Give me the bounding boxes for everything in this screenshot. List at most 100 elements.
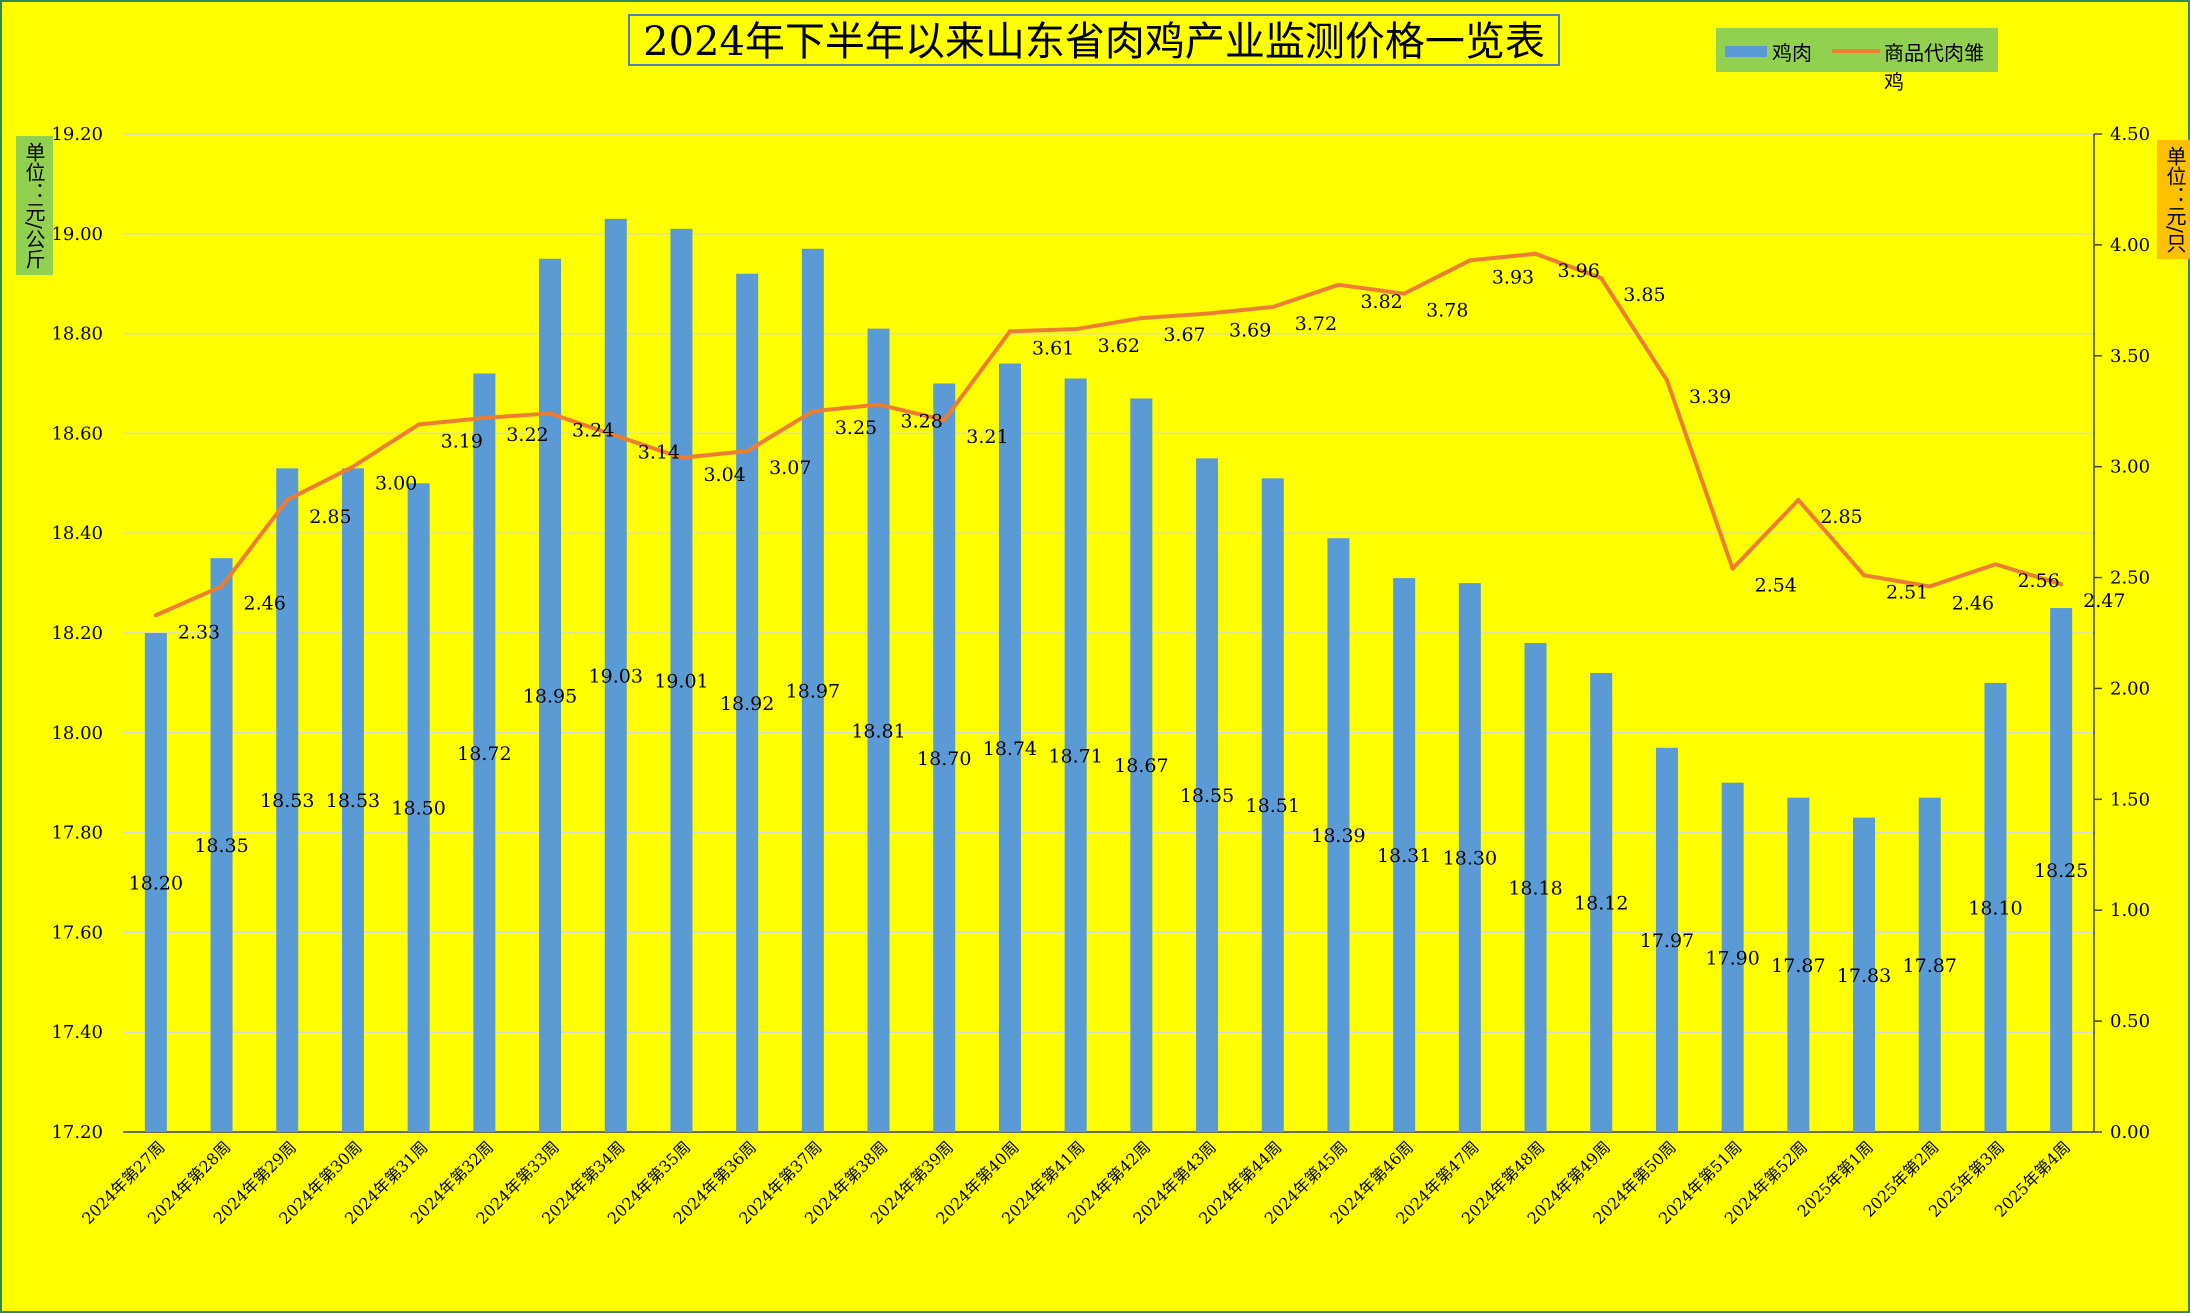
bar-data-label: 17.83 <box>1837 965 1891 987</box>
bar-data-label: 17.87 <box>1771 955 1825 977</box>
bar <box>1787 797 1810 1132</box>
bar-data-label: 18.97 <box>786 680 840 702</box>
bar-data-label: 18.81 <box>851 720 905 742</box>
line-data-label: 2.56 <box>2017 570 2059 592</box>
line-series <box>155 251 2062 618</box>
line-point <box>416 422 421 427</box>
line-data-label: 2.46 <box>244 592 286 614</box>
right-axis-unit: 单位：元/只 <box>2157 140 2190 259</box>
left-axis-tick: 19.00 <box>51 224 103 245</box>
line-point <box>219 584 224 589</box>
bar <box>473 373 496 1132</box>
bar-data-label: 18.74 <box>983 738 1037 760</box>
bar-data-label: 18.70 <box>917 748 971 770</box>
line-data-label: 3.61 <box>1032 337 1074 359</box>
line-point <box>1599 276 1604 281</box>
line-data-label: 3.82 <box>1360 291 1402 313</box>
bar-data-label: 18.10 <box>1968 897 2022 919</box>
line-data-label: 3.14 <box>638 442 680 464</box>
line-data-label: 2.54 <box>1755 575 1797 597</box>
bar-data-label: 18.67 <box>1114 755 1168 777</box>
right-axis-tick: 2.00 <box>2110 678 2150 699</box>
left-axis-tick: 17.40 <box>51 1022 103 1043</box>
bar-data-label: 18.30 <box>1443 848 1497 870</box>
bar <box>144 633 167 1132</box>
bar <box>1524 642 1547 1132</box>
line-point <box>153 613 158 618</box>
bar-data-label: 18.53 <box>326 790 380 812</box>
left-axis-tick: 19.20 <box>51 124 103 145</box>
bar-data-label: 17.97 <box>1640 930 1694 952</box>
legend-line-label: 商品代肉雏鸡 <box>1884 41 1984 94</box>
line-data-label: 3.04 <box>703 464 745 486</box>
line-data-label: 3.72 <box>1295 313 1337 335</box>
bar <box>1458 583 1481 1132</box>
bar <box>1064 378 1087 1132</box>
bar-data-label: 18.39 <box>1311 825 1365 847</box>
bar-data-label: 18.25 <box>2034 860 2088 882</box>
line-data-label: 3.00 <box>375 473 417 495</box>
right-axis-tick: 3.50 <box>2110 346 2150 367</box>
bar <box>998 363 1021 1132</box>
line-data-label: 3.39 <box>1689 386 1731 408</box>
line-data-label: 3.78 <box>1426 300 1468 322</box>
line-point <box>350 464 355 469</box>
right-axis-tick: 0.00 <box>2110 1122 2150 1143</box>
line-data-label: 3.21 <box>966 426 1008 448</box>
chart-title: 2024年下半年以来山东省肉鸡产业监测价格一览表 <box>628 14 1560 66</box>
bar <box>276 468 299 1133</box>
bar-data-label: 18.50 <box>391 798 445 820</box>
line-data-label: 2.47 <box>2083 590 2125 612</box>
bar <box>2050 608 2073 1132</box>
line-data-label: 2.85 <box>309 506 351 528</box>
bar <box>1327 538 1350 1132</box>
bar <box>736 273 759 1133</box>
bar <box>1130 398 1153 1133</box>
right-axis-tick: 3.00 <box>2110 457 2150 478</box>
bar-data-label: 19.01 <box>654 670 708 692</box>
bar <box>210 558 233 1132</box>
bar <box>1261 478 1284 1132</box>
line-point <box>1402 291 1407 296</box>
bar-data-label: 17.90 <box>1705 947 1759 969</box>
bar-data-label: 18.20 <box>129 873 183 895</box>
bar <box>1393 578 1416 1132</box>
line-point <box>1796 497 1801 502</box>
line-data-label: 3.93 <box>1492 266 1534 288</box>
line-point <box>613 433 618 438</box>
left-axis-tick: 17.80 <box>51 823 103 844</box>
line-data-label: 2.46 <box>1952 592 1994 614</box>
left-axis-unit: 单位：元/公斤 <box>16 136 53 275</box>
line-data-label: 3.22 <box>506 424 548 446</box>
line-point <box>2059 582 2064 587</box>
bar <box>539 258 562 1132</box>
legend-bar-label: 鸡肉 <box>1772 41 1812 65</box>
line-data-label: 3.19 <box>441 431 483 453</box>
line-point <box>1336 282 1341 287</box>
line-point <box>1139 316 1144 321</box>
line-point <box>285 497 290 502</box>
left-axis-tick: 17.20 <box>51 1122 103 1143</box>
line-data-label: 3.85 <box>1623 284 1665 306</box>
bar <box>1984 682 2007 1132</box>
bar-data-label: 18.95 <box>523 685 577 707</box>
bar <box>1590 672 1613 1132</box>
line-data-label: 3.67 <box>1163 324 1205 346</box>
line-data-label: 3.24 <box>572 419 614 441</box>
line-data-label: 2.51 <box>1886 581 1928 603</box>
bar <box>1853 817 1876 1132</box>
bar-data-label: 18.31 <box>1377 845 1431 867</box>
bar-data-label: 18.18 <box>1508 877 1562 899</box>
line-point <box>942 418 947 423</box>
line-point <box>1730 566 1735 571</box>
line-point <box>1862 573 1867 578</box>
line-data-label: 2.33 <box>178 621 220 643</box>
left-axis-tick: 18.60 <box>51 423 103 444</box>
left-axis-tick: 18.40 <box>51 523 103 544</box>
left-axis-tick: 18.80 <box>51 324 103 345</box>
line-data-label: 3.69 <box>1229 320 1271 342</box>
bar-data-label: 18.55 <box>1180 785 1234 807</box>
bar <box>933 383 956 1132</box>
